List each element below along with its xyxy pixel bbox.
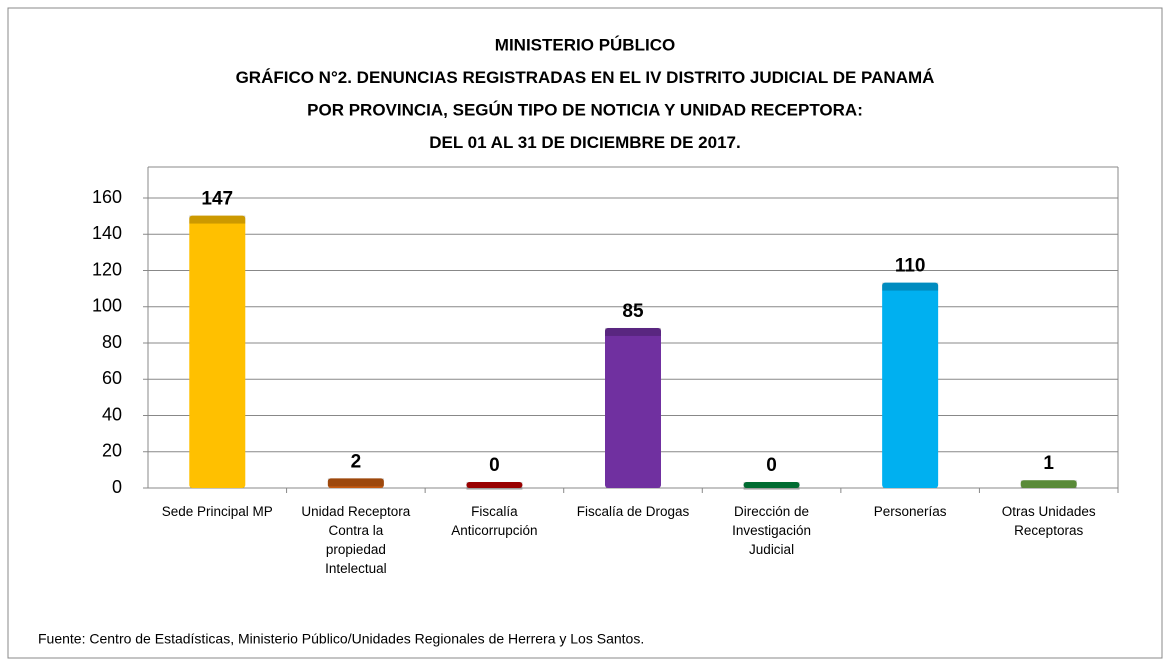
value-label: 2 xyxy=(351,451,362,472)
bar xyxy=(743,482,800,488)
y-tick-label: 20 xyxy=(102,441,122,461)
chart-title: MINISTERIO PÚBLICO xyxy=(495,35,675,54)
bar-cap xyxy=(189,215,246,224)
bar-cap xyxy=(466,482,523,490)
bar xyxy=(466,482,523,488)
value-label: 110 xyxy=(895,256,926,277)
bar-cap xyxy=(743,482,800,490)
chart-title: GRÁFICO N°2. DENUNCIAS REGISTRADAS EN EL… xyxy=(236,68,935,87)
x-tick-label: Personerías xyxy=(873,504,947,519)
x-tick-label: Fiscalía Anticorrupción xyxy=(451,504,538,538)
bar-cap xyxy=(1020,480,1077,489)
x-tick-label: Otras Unidades Receptoras xyxy=(1001,504,1096,538)
bar xyxy=(189,215,246,488)
value-label: 85 xyxy=(622,301,644,322)
bar xyxy=(1020,480,1077,488)
y-tick-label: 40 xyxy=(102,404,122,424)
chart-title: DEL 01 AL 31 DE DICIEMBRE DE 2017. xyxy=(429,133,740,152)
y-tick-label: 100 xyxy=(92,296,122,316)
x-tick-label: Dirección de Investigación Judicial xyxy=(732,504,811,557)
bar-cap xyxy=(605,327,661,336)
value-label: 0 xyxy=(489,455,500,476)
y-tick-label: 120 xyxy=(92,259,122,279)
bar xyxy=(327,478,384,488)
y-tick-label: 80 xyxy=(102,332,122,352)
bar xyxy=(882,282,939,488)
y-tick-label: 160 xyxy=(92,187,122,207)
y-tick-label: 140 xyxy=(92,223,122,243)
chart-title: POR PROVINCIA, SEGÚN TIPO DE NOTICIA Y U… xyxy=(307,100,863,119)
bar xyxy=(605,327,661,488)
source-note: Fuente: Centro de Estadísticas, Minister… xyxy=(38,631,644,647)
x-tick-label: Fiscalía de Drogas xyxy=(576,504,690,519)
value-label: 1 xyxy=(1043,453,1054,474)
y-tick-label: 0 xyxy=(112,477,122,497)
bar-cap xyxy=(327,478,384,487)
x-tick-label: Sede Principal MP xyxy=(161,504,273,519)
x-tick-label: Unidad Receptora Contra la propiedad Int… xyxy=(301,504,411,576)
value-label: 0 xyxy=(766,455,777,476)
value-label: 147 xyxy=(201,189,233,210)
bar-cap xyxy=(882,282,939,291)
y-tick-label: 60 xyxy=(102,368,122,388)
